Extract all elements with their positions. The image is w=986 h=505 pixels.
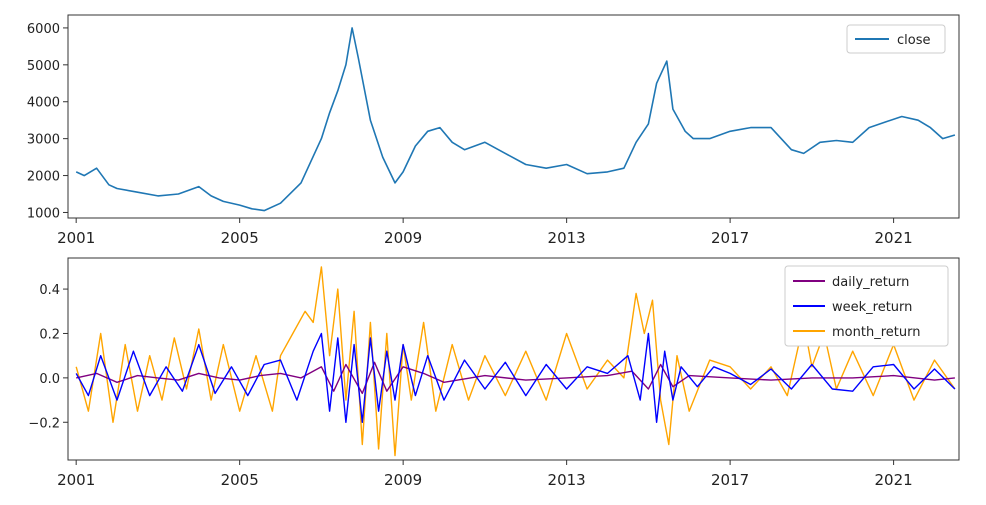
series-lines bbox=[75, 27, 956, 212]
y-tick-label: 0.4 bbox=[39, 283, 60, 298]
y-tick-label: 1000 bbox=[27, 206, 60, 221]
y-tick-label: 4000 bbox=[27, 96, 60, 111]
series-lines bbox=[75, 266, 956, 457]
x-tick-label: 2009 bbox=[384, 229, 422, 247]
series-line-week-return bbox=[75, 332, 956, 423]
legend-box bbox=[784, 265, 949, 347]
legend: close bbox=[846, 24, 946, 54]
legend-box bbox=[846, 24, 946, 54]
y-axis-ticks: −0.2 0.0 0.2 0.4 bbox=[28, 283, 68, 431]
legend-label-close: close bbox=[897, 33, 930, 48]
x-tick-label: 2021 bbox=[875, 471, 913, 489]
y-tick-label: 0.2 bbox=[39, 327, 60, 342]
x-tick-label: 2005 bbox=[221, 229, 259, 247]
x-tick-label: 2017 bbox=[711, 471, 749, 489]
legend-label-daily-return: daily_return bbox=[832, 275, 909, 290]
x-tick-label: 2001 bbox=[57, 229, 95, 247]
series-line-close bbox=[75, 27, 956, 212]
x-tick-label: 2001 bbox=[57, 471, 95, 489]
x-tick-label: 2021 bbox=[875, 229, 913, 247]
x-axis-ticks: 2001 2005 2009 2013 2017 2021 bbox=[57, 460, 913, 489]
x-axis-ticks: 2001 2005 2009 2013 2017 2021 bbox=[57, 218, 913, 247]
y-tick-label: 3000 bbox=[27, 133, 60, 148]
returns-chart: −0.2 0.0 0.2 0.4 2001 2005 2009 2013 2017 2021 d… bbox=[28, 257, 960, 489]
legend-label-week-return: week_return bbox=[832, 300, 912, 315]
legend-label-month-return: month_return bbox=[832, 325, 920, 340]
plot-frame bbox=[67, 14, 960, 219]
y-axis-ticks: 1000 2000 3000 4000 5000 6000 bbox=[27, 22, 68, 221]
legend: daily_return week_return month_return bbox=[784, 265, 949, 347]
y-tick-label: 2000 bbox=[27, 170, 60, 185]
x-tick-label: 2009 bbox=[384, 471, 422, 489]
plot-frame bbox=[67, 257, 960, 461]
y-tick-label: 5000 bbox=[27, 59, 60, 74]
x-tick-label: 2005 bbox=[221, 471, 259, 489]
x-tick-label: 2017 bbox=[711, 229, 749, 247]
y-tick-label: −0.2 bbox=[28, 416, 60, 431]
x-tick-label: 2013 bbox=[548, 471, 586, 489]
x-tick-label: 2013 bbox=[548, 229, 586, 247]
series-line-daily-return bbox=[76, 361, 955, 395]
close-price-chart: 1000 2000 3000 4000 5000 6000 2001 2005 2009 201… bbox=[27, 14, 960, 247]
y-tick-label: 0.0 bbox=[39, 372, 60, 387]
y-tick-label: 6000 bbox=[27, 22, 60, 37]
